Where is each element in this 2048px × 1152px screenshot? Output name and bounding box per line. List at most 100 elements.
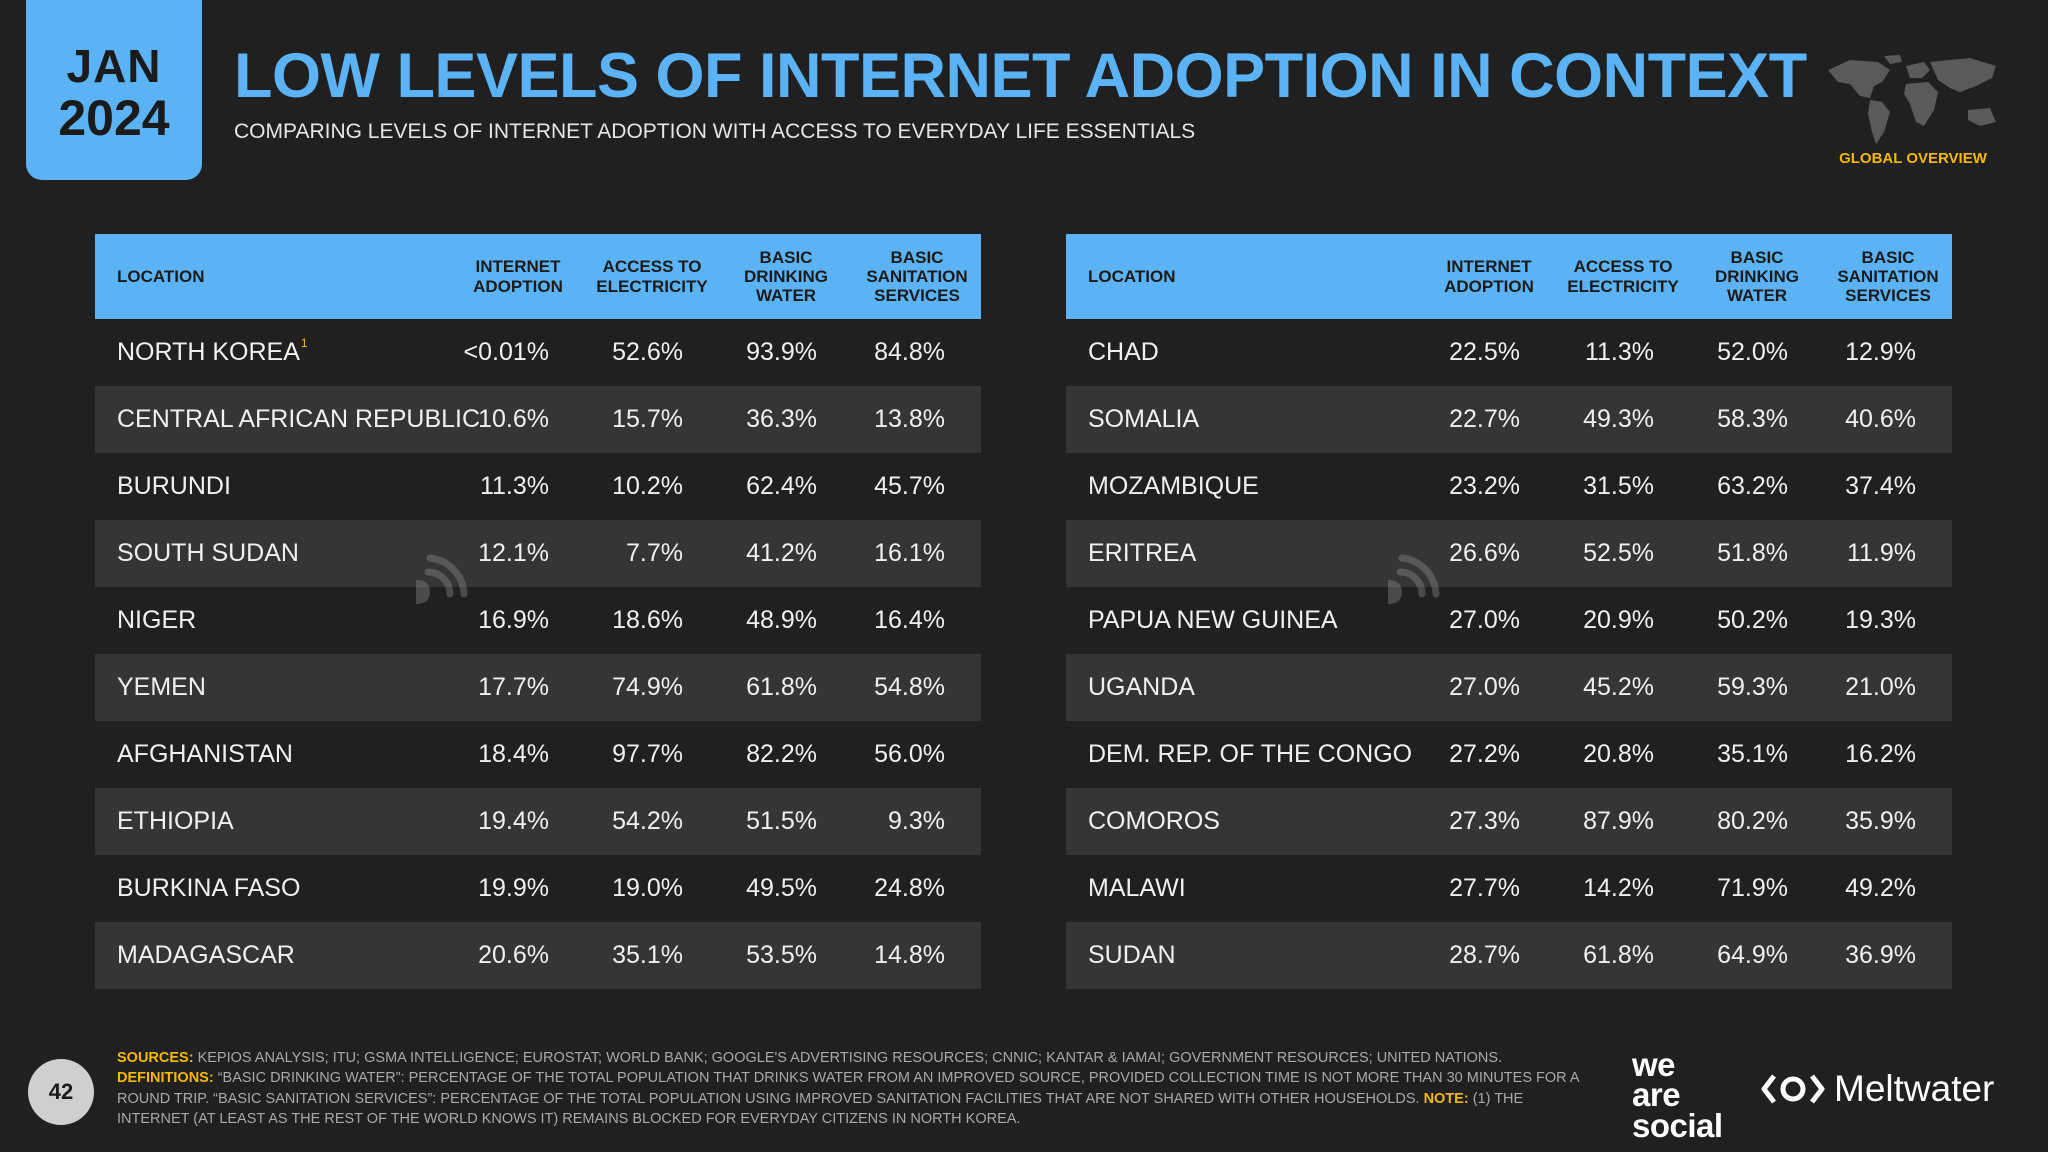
table-row: ETHIOPIA 19.4% 54.2% 51.5% 9.3% [95,788,981,855]
meltwater-wordmark: Meltwater [1834,1068,1995,1109]
cell-internet: 27.2% [1449,740,1520,768]
cell-water: 58.3% [1690,386,1824,453]
cell-water: 36.3% [719,386,853,453]
page-title: LOW LEVELS OF INTERNET ADOPTION IN CONTE… [234,41,1807,111]
cell-location: MADAGASCAR [95,922,451,989]
cell-sanitation: 49.2% [1845,874,1916,902]
cell-electricity: 14.2% [1583,874,1654,902]
column-header-sanitation: BASIC SANITATION SERVICES [1824,234,1952,319]
cell-location: MOZAMBIQUE [1066,453,1422,520]
table-row: SUDAN 28.7% 61.8% 64.9% 36.9% [1066,922,1952,989]
cell-internet: 22.5% [1449,338,1520,366]
date-badge: JAN 2024 [26,0,202,180]
table-row: DEM. REP. OF THE CONGO 27.2% 20.8% 35.1% 16.… [1066,721,1952,788]
location-name: BURUNDI [117,472,231,500]
cell-water: 93.9% [746,338,817,366]
location-name: BURKINA FASO [117,874,301,902]
table-row: SOMALIA 22.7% 49.3% 58.3% 40.6% [1066,386,1952,453]
location-name: SOUTH SUDAN [117,539,299,567]
column-header-water: BASIC DRINKING WATER [1690,234,1824,319]
table-row: MADAGASCAR 20.6% 35.1% 53.5% 14.8% [95,922,981,989]
cell-sanitation: 35.9% [1824,788,1952,855]
sources-text: KEPIOS ANALYSIS; ITU; GSMA INTELLIGENCE;… [197,1050,1503,1066]
location-name: ETHIOPIA [117,807,234,835]
table-row: CHAD 22.5% 11.3% 52.0% 12.9% [1066,319,1952,386]
logo-word: are [1632,1076,1681,1114]
cell-water: 82.2% [746,740,817,768]
column-header-electricity: ACCESS TO ELECTRICITY [585,234,719,319]
cell-water: 48.9% [746,606,817,634]
cell-internet: 22.7% [1422,386,1556,453]
table-row: NIGER 16.9% 18.6% 48.9% 16.4% [95,587,981,654]
cell-sanitation: 56.0% [874,740,945,768]
meltwater-logo-icon [1761,1074,1825,1104]
cell-sanitation: 12.9% [1845,338,1916,366]
cell-water: 64.9% [1690,922,1824,989]
cell-location: SUDAN [1066,922,1422,989]
column-header-internet: INTERNET ADOPTION [1422,234,1556,319]
cell-sanitation: 16.1% [853,520,981,587]
cell-location: BURUNDI [95,453,451,520]
cell-internet: 19.4% [451,788,585,855]
cell-location: YEMEN [95,654,451,721]
cell-sanitation: 11.9% [1824,520,1952,587]
cell-location: COMOROS [1066,788,1422,855]
page-subtitle: COMPARING LEVELS OF INTERNET ADOPTION WI… [234,120,1196,143]
table-row: YEMEN 17.7% 74.9% 61.8% 54.8% [95,654,981,721]
cell-water: 53.5% [719,922,853,989]
cell-location: SOUTH SUDAN [95,520,451,587]
cell-electricity: 52.5% [1556,520,1690,587]
cell-location: NORTH KOREA1 [95,319,451,386]
cell-location: ERITREA [1066,520,1422,587]
cell-internet: 16.9% [478,606,549,634]
cell-internet: 11.3% [479,472,549,500]
cell-water: 63.2% [1717,472,1788,500]
cell-water: 80.2% [1690,788,1824,855]
cell-sanitation: 21.0% [1824,654,1952,721]
cell-water: 62.4% [746,472,817,500]
table-row: CENTRAL AFRICAN REPUBLIC 10.6% 15.7% 36.3% 1… [95,386,981,453]
cell-electricity: 45.2% [1556,654,1690,721]
cell-internet: 27.0% [1422,654,1556,721]
cell-location: SOMALIA [1066,386,1422,453]
datareportal-watermark-icon [1378,550,1442,614]
sources-line: SOURCES: KEPIOS ANALYSIS; ITU; GSMA INTE… [117,1048,1587,1068]
cell-sanitation: 40.6% [1824,386,1952,453]
location-name: COMOROS [1088,807,1220,835]
cell-internet: 26.6% [1422,520,1556,587]
cell-electricity: 10.2% [612,472,683,500]
right-table-panel: LOCATION INTERNET ADOPTION ACCESS TO ELECT… [1066,234,1952,989]
cell-electricity: 20.9% [1583,606,1654,634]
cell-internet: 28.7% [1422,922,1556,989]
cell-internet: 19.9% [478,874,549,902]
column-header-location: LOCATION [95,234,451,319]
column-header-internet: INTERNET ADOPTION [451,234,585,319]
section-label: GLOBAL OVERVIEW [1839,150,1987,167]
page-number: 42 [28,1059,94,1125]
note-label: NOTE: [1423,1090,1469,1107]
cell-internet: 18.4% [478,740,549,768]
cell-electricity: 61.8% [1556,922,1690,989]
cell-internet: 12.1% [451,520,585,587]
table-row: SOUTH SUDAN 12.1% 7.7% 41.2% 16.1% [95,520,981,587]
cell-water: 61.8% [719,654,853,721]
cell-electricity: 35.1% [585,922,719,989]
cell-electricity: 52.6% [612,338,683,366]
cell-internet: 27.7% [1449,874,1520,902]
cell-internet: 27.3% [1422,788,1556,855]
location-name: NIGER [117,606,197,634]
location-name: AFGHANISTAN [117,740,293,768]
cell-location: MALAWI [1066,855,1422,922]
cell-electricity: 74.9% [585,654,719,721]
cell-location: UGANDA [1066,654,1422,721]
location-name: YEMEN [117,673,206,701]
cell-location: AFGHANISTAN [95,721,451,788]
cell-electricity: 49.3% [1556,386,1690,453]
sources-label: SOURCES: [117,1050,194,1066]
table-row: PAPUA NEW GUINEA 27.0% 20.9% 50.2% 19.3% [1066,587,1952,654]
data-table-right: LOCATION INTERNET ADOPTION ACCESS TO ELECT… [1066,234,1952,989]
cell-electricity: 87.9% [1556,788,1690,855]
cell-location: PAPUA NEW GUINEA [1066,587,1422,654]
cell-electricity: 18.6% [612,606,683,634]
location-name: NORTH KOREA [117,338,300,366]
